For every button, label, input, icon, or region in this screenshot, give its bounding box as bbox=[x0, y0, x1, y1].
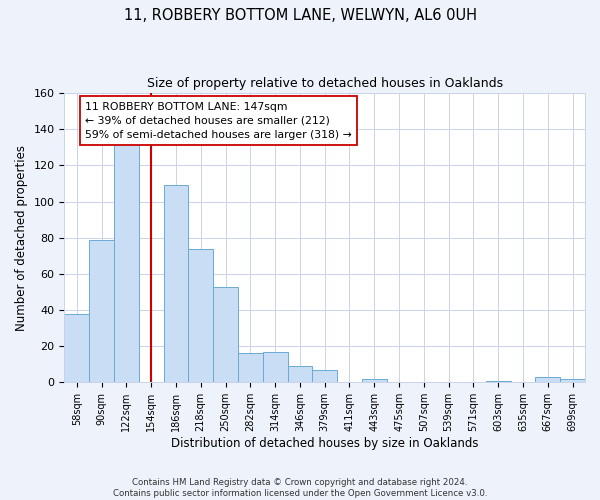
Bar bbox=[89, 240, 114, 382]
Text: 11, ROBBERY BOTTOM LANE, WELWYN, AL6 0UH: 11, ROBBERY BOTTOM LANE, WELWYN, AL6 0UH bbox=[124, 8, 476, 22]
Bar bbox=[114, 142, 139, 382]
Bar bbox=[560, 378, 585, 382]
Y-axis label: Number of detached properties: Number of detached properties bbox=[15, 144, 28, 330]
Bar bbox=[64, 314, 89, 382]
Bar bbox=[362, 378, 386, 382]
Text: 11 ROBBERY BOTTOM LANE: 147sqm
← 39% of detached houses are smaller (212)
59% of: 11 ROBBERY BOTTOM LANE: 147sqm ← 39% of … bbox=[85, 102, 352, 140]
Bar bbox=[313, 370, 337, 382]
Text: Contains HM Land Registry data © Crown copyright and database right 2024.
Contai: Contains HM Land Registry data © Crown c… bbox=[113, 478, 487, 498]
Bar bbox=[535, 377, 560, 382]
Bar bbox=[238, 354, 263, 382]
Bar bbox=[263, 352, 287, 382]
Bar bbox=[188, 248, 213, 382]
X-axis label: Distribution of detached houses by size in Oaklands: Distribution of detached houses by size … bbox=[171, 437, 478, 450]
Title: Size of property relative to detached houses in Oaklands: Size of property relative to detached ho… bbox=[146, 78, 503, 90]
Bar bbox=[486, 380, 511, 382]
Bar bbox=[164, 186, 188, 382]
Bar bbox=[213, 286, 238, 382]
Bar bbox=[287, 366, 313, 382]
